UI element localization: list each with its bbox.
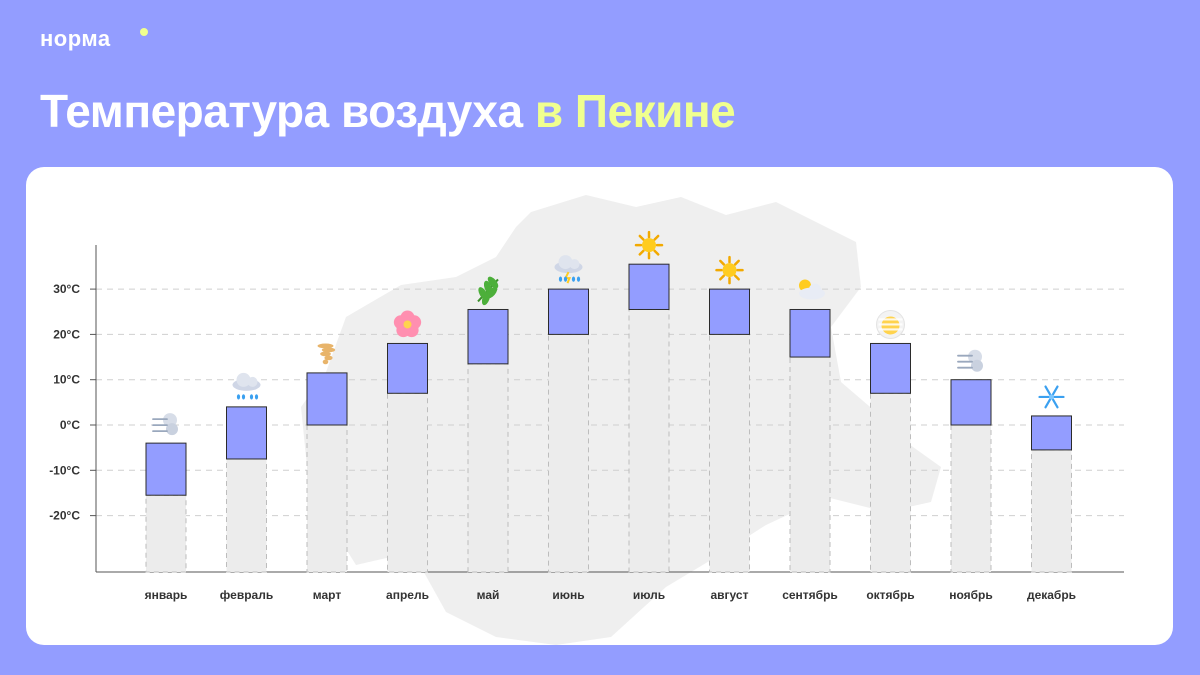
x-tick-label: август [711, 588, 749, 602]
title-accent: в Пекине [534, 85, 736, 137]
bar-base [145, 494, 187, 573]
y-tick-label: -10°C [49, 463, 80, 477]
bar-base [306, 424, 348, 573]
chart-card: 30°C 20°C 10°C 0°C -10°C -20°C январь февраль ма… [26, 167, 1173, 645]
y-tick-label: 0°C [60, 418, 80, 432]
flower-icon [393, 310, 422, 338]
sun-icon [634, 230, 664, 260]
bar-range [870, 342, 911, 394]
bar-base [1031, 449, 1072, 573]
bar-range [467, 308, 509, 365]
thunderstorm-icon [554, 255, 583, 284]
x-tick-label: апрель [386, 588, 429, 602]
x-tick-label: октябрь [866, 588, 914, 602]
bar-base [628, 308, 670, 573]
bar-base [789, 356, 831, 573]
y-tick-label: -20°C [49, 509, 80, 523]
x-tick-label: январь [145, 588, 188, 602]
rain-cloud-icon [232, 372, 261, 400]
bar-range [628, 263, 670, 310]
bar-range [548, 288, 589, 335]
bar-base [950, 424, 992, 573]
x-tick-label: декабрь [1027, 588, 1076, 602]
bar-base [870, 392, 911, 573]
x-tick-label: июнь [552, 588, 584, 602]
temperature-chart: 30°C 20°C 10°C 0°C -10°C -20°C январь февраль ма… [49, 195, 1124, 645]
x-tick-label: март [313, 588, 342, 602]
bar-range [145, 442, 187, 496]
fog-icon [876, 309, 905, 339]
brand-logo: норма [40, 26, 111, 51]
bar-range [709, 288, 750, 335]
bar-base [548, 333, 589, 573]
y-tick-label: 20°C [53, 327, 80, 341]
bar-range [1031, 415, 1072, 451]
bar-base [467, 363, 509, 573]
tornado-icon [317, 343, 336, 365]
bar-range [387, 342, 428, 394]
x-tick-label: ноябрь [949, 588, 993, 602]
bar-range [226, 406, 267, 460]
y-tick-label: 30°C [53, 282, 80, 296]
page-title: Температура воздуха в Пекине [40, 84, 736, 138]
bar-range [306, 372, 348, 426]
sun-behind-cloud-icon [799, 279, 825, 300]
bar-base [226, 458, 267, 573]
y-tick-label: 10°C [53, 373, 80, 387]
snowflake-icon [1038, 385, 1065, 409]
leaf-icon [477, 276, 499, 306]
brand-logo-dot [140, 28, 148, 36]
x-tick-label: февраль [220, 588, 273, 602]
bar-range [789, 308, 831, 358]
x-tick-label: июль [633, 588, 665, 602]
sun-icon [715, 255, 744, 285]
x-tick-label: май [477, 588, 500, 602]
x-tick-label: сентябрь [782, 588, 838, 602]
beijing-map-silhouette [301, 195, 941, 645]
wind-icon [957, 349, 983, 372]
bar-base [709, 333, 750, 573]
bar-base [387, 392, 428, 573]
title-main: Температура воздуха [40, 85, 535, 137]
wind-icon [152, 413, 178, 436]
bar-range [950, 379, 992, 426]
